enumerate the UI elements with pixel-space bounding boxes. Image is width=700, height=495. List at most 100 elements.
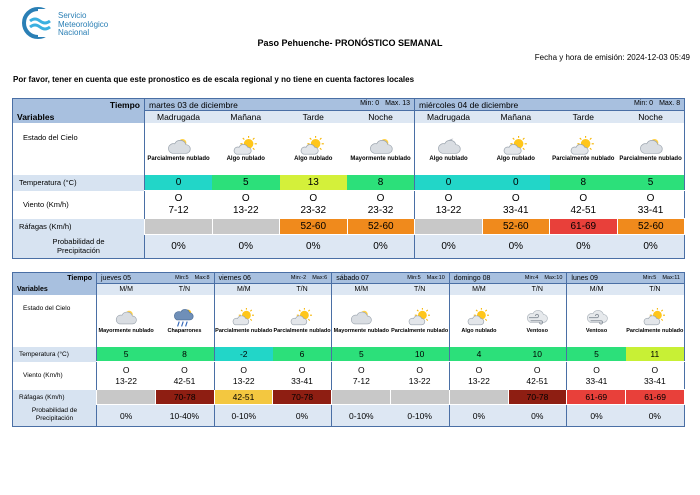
wind-speed: 13-22 (115, 375, 138, 386)
sky-description: Mayormente nublado (98, 327, 154, 334)
day-header-content: viernes 06 Min:-2 Max:6 (215, 274, 331, 282)
sun-cloud-icon (643, 308, 665, 326)
sky-row: Estado del Cielo Parcialmente nublado Algo… (12, 122, 685, 175)
wind-cell: O 42-51 (550, 191, 618, 219)
sky-cell: Algo nublado (482, 123, 550, 175)
gust-value: 61-69 (625, 389, 685, 405)
gust-label: Ráfagas (Km/h) (12, 389, 97, 405)
temperature-value: -2 (213, 346, 273, 362)
temperature-value: 6 (272, 346, 332, 362)
temperature-value: 5 (331, 346, 391, 362)
temperature-value: 5 (566, 346, 626, 362)
sky-description: Ventoso (585, 327, 608, 334)
sky-cell: Parcialmente nublado (273, 295, 332, 347)
wind-speed: 33-41 (637, 204, 664, 216)
period-label: T/N (625, 283, 685, 295)
precip-value: 0-10% (213, 404, 273, 427)
temperature-value: 8 (549, 174, 618, 191)
gust-value: 52-60 (279, 218, 348, 235)
sky-description: Mayormente nublado (333, 327, 389, 334)
sky-label: Estado del Cielo (12, 122, 145, 175)
wind-icon (586, 310, 608, 325)
day-header: miércoles 04 de diciembre Min: 0 Max. 8 (414, 98, 685, 111)
day-header: martes 03 de diciembre Min: 0 Max. 13 (143, 98, 415, 111)
sky-cell: Parcialmente nublado (144, 122, 212, 175)
period-label: M/M (448, 283, 509, 295)
temperature-label: Temperatura (°C) (12, 346, 97, 362)
wind-icon (527, 310, 548, 325)
gust-value (211, 218, 280, 235)
precip-value: 0% (272, 404, 332, 427)
day-min: Min:-2 (290, 274, 307, 281)
precip-value: 0% (549, 234, 618, 259)
tiempo-header: Tiempo (12, 272, 97, 284)
day-min-max: Min:5 Max:8 (175, 275, 209, 282)
wind-cell: O 23-32 (347, 191, 415, 219)
period-label: T/N (508, 283, 567, 295)
day-name: martes 03 de diciembre (149, 99, 238, 110)
precip-value: 0% (347, 234, 415, 259)
precip-value: 0% (508, 404, 567, 427)
wind-direction: O (122, 365, 130, 375)
sun-cloud-icon (503, 135, 527, 155)
disclaimer-note: Por favor, tener en cuenta que este pron… (13, 75, 415, 84)
temperature-value: 10 (508, 346, 567, 362)
day-max: Max:8 (194, 274, 210, 281)
tiempo-header: Tiempo (12, 98, 145, 111)
sky-cell: Mayormente nublado (347, 123, 415, 175)
day-min: Min:5 (175, 274, 189, 281)
day-header: lunes 09 Min:5 Max:11 (566, 272, 685, 284)
day-header-content: jueves 05 Min:5 Max:8 (97, 275, 213, 282)
day-min-max: Min: 0 Max. 13 (360, 100, 410, 110)
temperature-value: 0 (144, 174, 212, 191)
wind-direction: O (298, 365, 306, 375)
wind-speed: 13-22 (468, 375, 490, 386)
gust-value (414, 218, 483, 235)
wind-speed: 42-51 (570, 204, 597, 216)
day-header-content: sábado 07 Min:5 Max:10 (333, 274, 449, 282)
gust-value: 52-60 (616, 218, 686, 235)
periods-row: Variables M/M T/N M/M T/N M/M T/N M/M T/N M/M T/N (12, 283, 685, 295)
forecast-table-days-1-2: Tiempo martes 03 de diciembre Min: 0 Max. 1… (12, 98, 686, 259)
wind-cell: O 33-41 (617, 191, 685, 219)
period-label: Madrugada (144, 110, 212, 123)
day-min: Min:5 (642, 274, 657, 281)
sun-cloud-icon (233, 135, 257, 155)
wind-direction: O (475, 365, 483, 375)
sun-cloud-icon (232, 308, 254, 326)
logo-line3: Nacional (58, 28, 90, 37)
wind-label: Viento (Km/h) (12, 190, 145, 219)
sky-description: Algo nublado (496, 156, 535, 163)
wind-direction: O (241, 192, 250, 204)
wind-cell: O 42-51 (508, 362, 567, 390)
gust-row: Ráfagas (Km/h) 70-78 42-51 70-78 70-78 61-69 6… (12, 389, 685, 405)
sky-cell: Algo nublado (448, 294, 509, 347)
temperature-value: 5 (96, 346, 156, 362)
wind-direction: O (358, 365, 365, 375)
emission-date: Fecha y hora de emisión: 2024-12-03 05:4… (534, 53, 690, 62)
temperature-value: 10 (390, 346, 450, 362)
cloud-icon (369, 138, 393, 154)
gust-value: 52-60 (481, 218, 551, 235)
wind-speed: 42-51 (526, 375, 549, 386)
wind-direction: O (579, 192, 588, 204)
sky-description: Ventoso (526, 327, 548, 334)
day-name: domingo 08 (453, 274, 491, 282)
day-header-content: lunes 09 Min:5 Max:11 (568, 274, 684, 282)
precip-row: Probabilidad de Precipitación 0% 10-40% 0-10… (12, 404, 685, 427)
day-header-content: miércoles 04 de diciembre Min: 0 Max. 8 (416, 100, 685, 110)
cloud-icon (639, 138, 663, 154)
day-min-max: Min:4 Max:10 (525, 275, 563, 282)
wind-cell: O 13-22 (448, 361, 509, 390)
moon-cloud-icon (437, 138, 461, 154)
gust-label: Ráfagas (Km/h) (12, 218, 145, 235)
sky-row: Estado del Cielo Mayormente nublado Chapar… (12, 294, 685, 347)
wind-cell: O 13-22 (390, 362, 449, 390)
period-label: M/M (566, 283, 626, 295)
day-min: Min:5 (407, 274, 421, 281)
logo-line1: Servicio (58, 11, 87, 20)
rain-icon (174, 309, 194, 327)
gust-value (448, 389, 509, 405)
gust-value (96, 389, 156, 405)
wind-direction: O (646, 192, 655, 204)
